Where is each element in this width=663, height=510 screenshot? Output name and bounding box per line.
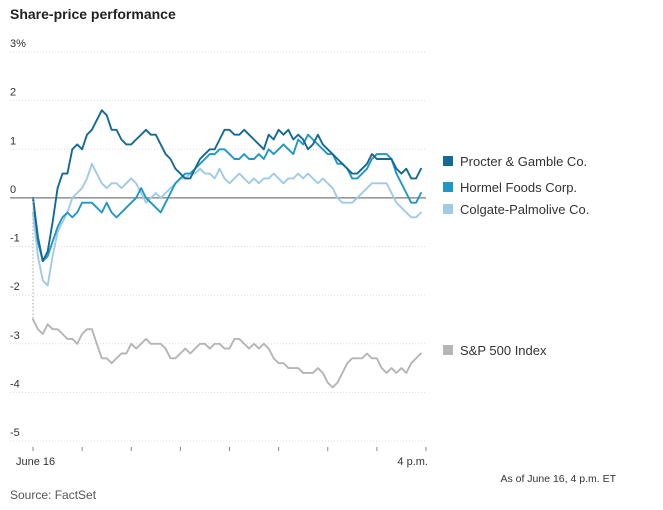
- series-line-3: [32, 162, 422, 287]
- y-tick-label: -3: [10, 330, 20, 342]
- legend-swatch: [443, 204, 453, 214]
- x-tick-label: June 16: [16, 456, 55, 468]
- y-tick-label: 0: [10, 184, 16, 196]
- series-line-2: [32, 133, 422, 263]
- legend-swatch: [443, 156, 453, 166]
- legend-label: S&P 500 Index: [460, 343, 547, 358]
- legend-label: Procter & Gamble Co.: [460, 154, 587, 169]
- timestamp-note: As of June 16, 4 p.m. ET: [500, 473, 616, 485]
- y-tick-label: -4: [10, 378, 20, 390]
- legend: Procter & Gamble Co. Hormel Foods Corp. Co…: [443, 154, 589, 358]
- y-tick-label: -1: [10, 233, 20, 245]
- legend-label: Colgate-Palmolive Co.: [460, 202, 589, 217]
- series-line-1: [32, 109, 422, 263]
- x-tick-label: 4 p.m.: [397, 456, 428, 468]
- legend-label: Hormel Foods Corp.: [460, 180, 577, 195]
- x-axis-ticks: June 16 4 p.m.: [16, 447, 428, 468]
- source-note: Source: FactSet: [10, 488, 97, 502]
- legend-swatch: [443, 345, 453, 355]
- y-tick-label: -2: [10, 281, 20, 293]
- chart-title: Share-price performance: [10, 6, 176, 22]
- y-axis-ticks: 3% 2 1 0 -1 -2 -3 -4 -5: [10, 38, 26, 439]
- series-lines: [32, 109, 422, 389]
- legend-swatch: [443, 182, 453, 192]
- y-tick-label: -5: [10, 427, 20, 439]
- y-tick-label: 3%: [10, 38, 26, 50]
- gridlines: [10, 51, 426, 442]
- y-tick-label: 1: [10, 135, 16, 147]
- series-line-4: [32, 318, 422, 389]
- y-tick-label: 2: [10, 87, 16, 99]
